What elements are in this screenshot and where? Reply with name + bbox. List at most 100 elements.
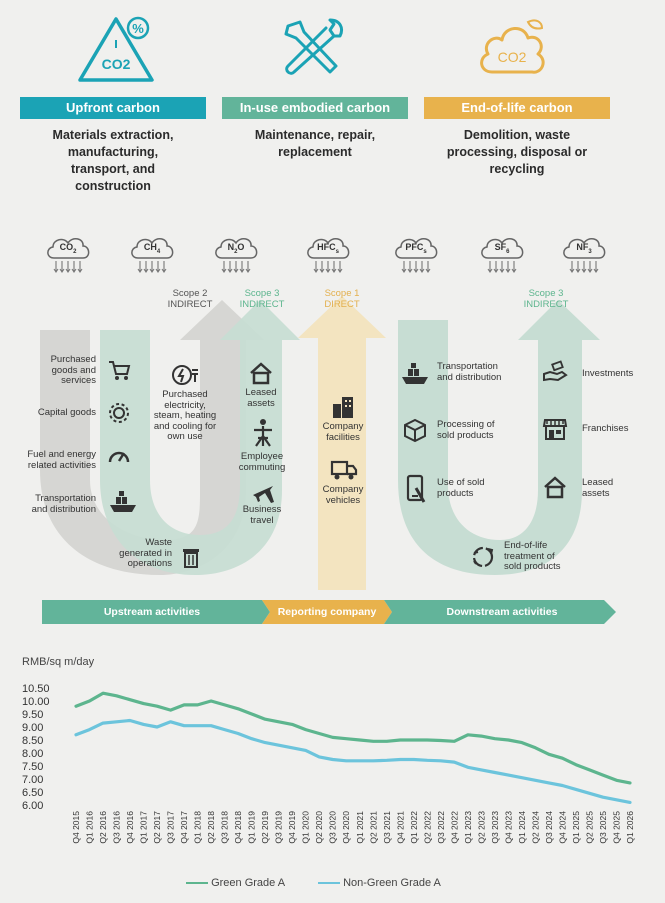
x-tick-label: Q4 2021 <box>395 811 405 844</box>
gauge-icon <box>108 451 130 463</box>
scope1-label: Scope 1 DIRECT <box>324 288 360 310</box>
co2-triangle-text: CO2 <box>102 56 131 72</box>
x-tick-label: Q3 2016 <box>112 811 122 844</box>
x-tick-label: Q2 2025 <box>584 811 594 844</box>
in-use-embodied-carbon-label: In-use embodied carbon <box>222 97 408 119</box>
x-tick-label: Q3 2022 <box>436 811 446 844</box>
x-tick-label: Q3 2020 <box>328 811 338 844</box>
x-tick-label: Q4 2016 <box>125 811 135 844</box>
electricity-plug-icon <box>172 365 198 385</box>
legend-swatch <box>186 882 208 885</box>
x-tick-label: Q1 2020 <box>301 811 311 844</box>
in-use-carbon-description: Maintenance, repair, replacement <box>254 128 376 159</box>
co2-warning-triangle-icon: % CO2 <box>78 16 154 82</box>
upstream-green-u <box>100 300 300 575</box>
y-tick-label: 10.50 <box>22 683 50 695</box>
x-tick-label: Q4 2023 <box>503 811 513 844</box>
legend-non-green-grade-a: Non-Green Grade A <box>318 877 441 889</box>
y-axis-title: RMB/sq m/day <box>22 656 95 668</box>
company-facilities-label: Company facilities <box>322 421 364 443</box>
legend-green-grade-a: Green Grade A <box>186 877 285 889</box>
y-tick-label: 7.00 <box>22 774 43 786</box>
cloud-icon <box>307 238 350 273</box>
upfront-carbon-label: Upfront carbon <box>20 97 206 119</box>
franchises-label: Franchises <box>582 423 629 434</box>
gas-formula-main: SF <box>494 242 507 252</box>
gear-icon <box>109 403 129 423</box>
y-tick-label: 9.50 <box>22 709 43 721</box>
investment-hand-icon <box>543 360 568 382</box>
house-icon <box>250 362 272 385</box>
shopping-cart-icon <box>109 361 131 380</box>
gas-formula: PFCs <box>392 242 440 255</box>
x-tick-label: Q3 2018 <box>220 811 230 844</box>
cloud-icon <box>215 238 258 273</box>
gas-formula: CH4 <box>128 242 176 255</box>
co2-cloud-text: CO2 <box>498 49 527 65</box>
y-tick-label: 8.00 <box>22 748 43 760</box>
x-tick-label: Q3 2019 <box>274 811 284 844</box>
cloud-icon <box>47 238 90 273</box>
activity-band <box>42 600 616 624</box>
gas-cloud-3: HFCs <box>304 234 352 280</box>
cargo-ship-icon <box>110 491 136 512</box>
x-tick-label: Q1 2016 <box>85 811 95 844</box>
svg-text:%: % <box>132 21 144 36</box>
co2-cloud-icon: CO2 <box>480 19 545 74</box>
y-tick-label: 6.00 <box>22 800 43 812</box>
wrench-screwdriver-icon <box>284 18 344 75</box>
gas-cloud-6: NF3 <box>560 234 608 280</box>
gas-formula-subscript: 2 <box>234 248 238 255</box>
gas-formula-main: HFC <box>317 242 336 252</box>
x-tick-label: Q1 2017 <box>139 811 149 844</box>
x-tick-label: Q2 2024 <box>530 811 540 844</box>
x-tick-label: Q1 2024 <box>517 811 527 844</box>
y-tick-label: 10.00 <box>22 696 50 708</box>
waste-label: Waste generated in operations <box>119 537 172 569</box>
gas-cloud-1: CH4 <box>128 234 176 280</box>
x-tick-label: Q1 2021 <box>355 811 365 844</box>
x-tick-label: Q2 2018 <box>206 811 216 844</box>
investments-label: Investments <box>582 368 634 379</box>
x-tick-label: Q1 2026 <box>625 811 635 844</box>
x-tick-label: Q1 2025 <box>571 811 581 844</box>
y-tick-label: 6.50 <box>22 787 43 799</box>
employee-commuting-label: Employee commuting <box>238 451 286 473</box>
downstream-house-icon <box>544 476 566 499</box>
x-tick-label: Q3 2023 <box>490 811 500 844</box>
scope2-label: Scope 2 INDIRECT <box>167 288 213 310</box>
upstream-transport-label: Transportation and distribution <box>31 493 96 515</box>
gas-formula-main: N <box>227 242 235 252</box>
legend-swatch <box>318 882 340 885</box>
delivery-truck-icon <box>330 460 358 480</box>
gas-formula: NF3 <box>560 242 608 255</box>
x-tick-label: Q2 2017 <box>152 811 162 844</box>
gas-formula-main: PFC <box>405 242 424 252</box>
x-tick-label: Q4 2018 <box>233 811 243 844</box>
legend-text: Non-Green Grade A <box>343 877 441 889</box>
x-tick-label: Q3 2025 <box>598 811 608 844</box>
processing-sold-products-label: Processing of sold products <box>437 419 495 441</box>
gas-formula: CO2 <box>44 242 92 255</box>
gas-formula-subscript: s <box>423 248 427 255</box>
x-tick-label: Q1 2019 <box>247 811 257 844</box>
x-tick-label: Q1 2018 <box>193 811 203 844</box>
gas-formula-main: CO <box>59 242 74 252</box>
x-tick-label: Q3 2024 <box>544 811 554 844</box>
trash-bin-icon <box>183 549 199 568</box>
factory-icon <box>333 397 353 418</box>
x-tick-label: Q2 2016 <box>98 811 108 844</box>
x-tick-label: Q4 2019 <box>287 811 297 844</box>
x-tick-label: Q4 2025 <box>611 811 621 844</box>
x-tick-label: Q2 2023 <box>476 811 486 844</box>
x-tick-label: Q3 2021 <box>382 811 392 844</box>
purchased-goods-label: Purchased goods and services <box>50 354 96 386</box>
company-vehicles-label: Company vehicles <box>322 484 364 506</box>
recycle-icon <box>472 546 494 568</box>
gas-formula-subscript: s <box>335 248 339 255</box>
gas-formula-tail: O <box>237 242 245 252</box>
x-tick-label: Q4 2015 <box>71 811 81 844</box>
downstream-transport-label: Transportation and distribution <box>437 361 502 383</box>
x-tick-label: Q1 2022 <box>409 811 419 844</box>
x-tick-label: Q2 2020 <box>314 811 324 844</box>
